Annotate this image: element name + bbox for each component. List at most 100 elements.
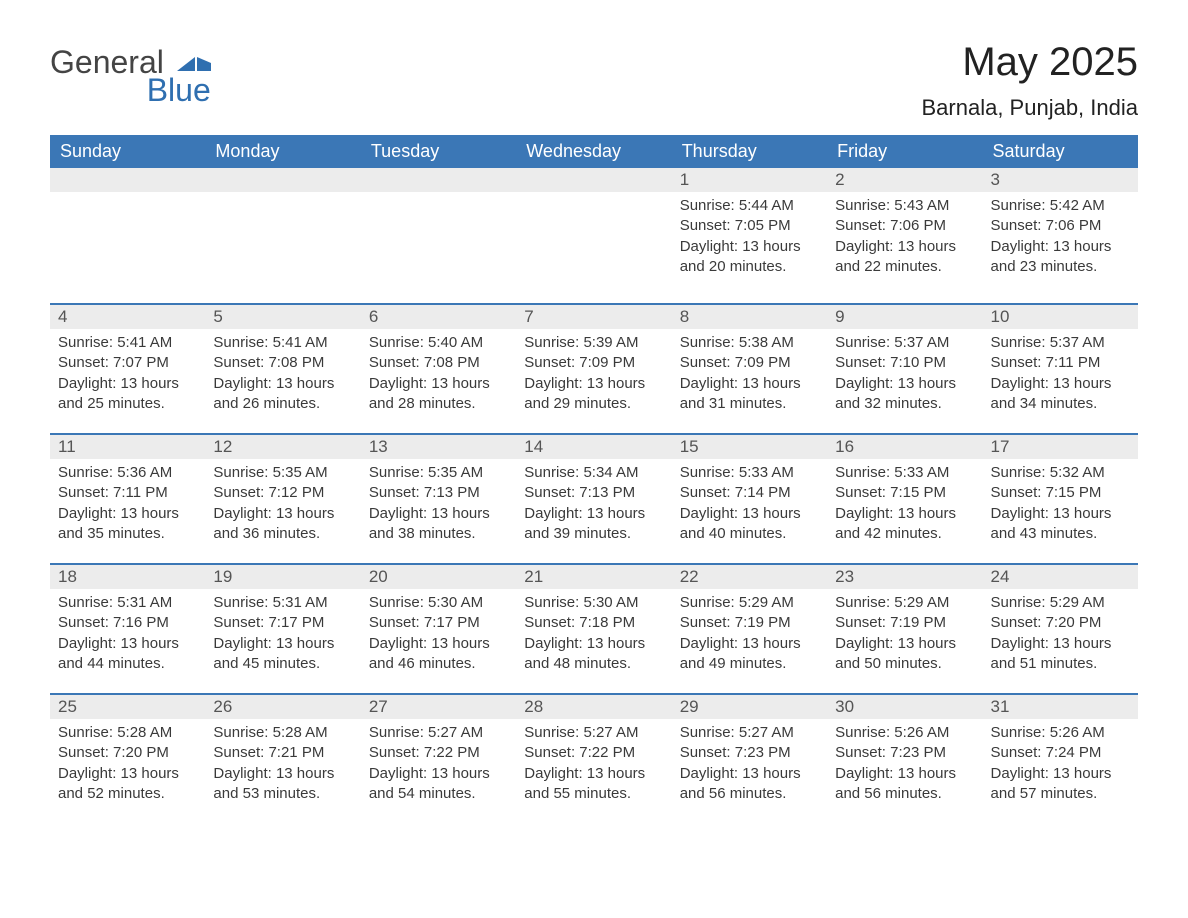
calendar-cell: 15Sunrise: 5:33 AMSunset: 7:14 PMDayligh… [672, 433, 827, 563]
calendar-cell: 29Sunrise: 5:27 AMSunset: 7:23 PMDayligh… [672, 693, 827, 823]
calendar-cell: 22Sunrise: 5:29 AMSunset: 7:19 PMDayligh… [672, 563, 827, 693]
day-details: Sunrise: 5:33 AMSunset: 7:15 PMDaylight:… [827, 459, 982, 550]
weekday-header: Tuesday [361, 135, 516, 168]
day-number: 8 [672, 303, 827, 329]
day-details: Sunrise: 5:27 AMSunset: 7:22 PMDaylight:… [516, 719, 671, 810]
sunset-line: Sunset: 7:22 PM [524, 743, 663, 763]
day-details: Sunrise: 5:38 AMSunset: 7:09 PMDaylight:… [672, 329, 827, 420]
sunset-line: Sunset: 7:21 PM [213, 743, 352, 763]
daylight-line: Daylight: 13 hours and 44 minutes. [58, 634, 197, 675]
calendar-cell: 25Sunrise: 5:28 AMSunset: 7:20 PMDayligh… [50, 693, 205, 823]
day-number: 24 [983, 563, 1138, 589]
sunset-line: Sunset: 7:11 PM [991, 353, 1130, 373]
sunset-line: Sunset: 7:19 PM [680, 613, 819, 633]
weekday-header: Thursday [672, 135, 827, 168]
day-number: 15 [672, 433, 827, 459]
sunset-line: Sunset: 7:23 PM [680, 743, 819, 763]
day-details: Sunrise: 5:36 AMSunset: 7:11 PMDaylight:… [50, 459, 205, 550]
sunset-line: Sunset: 7:06 PM [991, 216, 1130, 236]
daylight-line: Daylight: 13 hours and 29 minutes. [524, 374, 663, 415]
sunset-line: Sunset: 7:16 PM [58, 613, 197, 633]
weekday-header: Friday [827, 135, 982, 168]
daylight-line: Daylight: 13 hours and 56 minutes. [835, 764, 974, 805]
day-number: 14 [516, 433, 671, 459]
sunset-line: Sunset: 7:23 PM [835, 743, 974, 763]
calendar-cell: 5Sunrise: 5:41 AMSunset: 7:08 PMDaylight… [205, 303, 360, 433]
day-number: 17 [983, 433, 1138, 459]
calendar-cell: 30Sunrise: 5:26 AMSunset: 7:23 PMDayligh… [827, 693, 982, 823]
day-number: 4 [50, 303, 205, 329]
sunset-line: Sunset: 7:07 PM [58, 353, 197, 373]
calendar-week-row: 18Sunrise: 5:31 AMSunset: 7:16 PMDayligh… [50, 563, 1138, 693]
sunrise-line: Sunrise: 5:31 AM [58, 593, 197, 613]
day-details: Sunrise: 5:27 AMSunset: 7:22 PMDaylight:… [361, 719, 516, 810]
sunrise-line: Sunrise: 5:44 AM [680, 196, 819, 216]
sunrise-line: Sunrise: 5:35 AM [213, 463, 352, 483]
calendar-cell: 14Sunrise: 5:34 AMSunset: 7:13 PMDayligh… [516, 433, 671, 563]
calendar-week-row: 25Sunrise: 5:28 AMSunset: 7:20 PMDayligh… [50, 693, 1138, 823]
location-label: Barnala, Punjab, India [922, 95, 1139, 121]
day-number: 23 [827, 563, 982, 589]
calendar-cell: 6Sunrise: 5:40 AMSunset: 7:08 PMDaylight… [361, 303, 516, 433]
weekday-header-row: SundayMondayTuesdayWednesdayThursdayFrid… [50, 135, 1138, 168]
day-details: Sunrise: 5:29 AMSunset: 7:20 PMDaylight:… [983, 589, 1138, 680]
daylight-line: Daylight: 13 hours and 45 minutes. [213, 634, 352, 675]
day-details: Sunrise: 5:29 AMSunset: 7:19 PMDaylight:… [672, 589, 827, 680]
sunset-line: Sunset: 7:17 PM [369, 613, 508, 633]
daylight-line: Daylight: 13 hours and 57 minutes. [991, 764, 1130, 805]
sunset-line: Sunset: 7:14 PM [680, 483, 819, 503]
sunset-line: Sunset: 7:11 PM [58, 483, 197, 503]
day-number-empty [516, 168, 671, 192]
day-details: Sunrise: 5:28 AMSunset: 7:20 PMDaylight:… [50, 719, 205, 810]
day-details: Sunrise: 5:31 AMSunset: 7:17 PMDaylight:… [205, 589, 360, 680]
day-number: 29 [672, 693, 827, 719]
sunrise-line: Sunrise: 5:43 AM [835, 196, 974, 216]
sunrise-line: Sunrise: 5:35 AM [369, 463, 508, 483]
sunrise-line: Sunrise: 5:27 AM [369, 723, 508, 743]
calendar-cell: 24Sunrise: 5:29 AMSunset: 7:20 PMDayligh… [983, 563, 1138, 693]
sunset-line: Sunset: 7:13 PM [369, 483, 508, 503]
daylight-line: Daylight: 13 hours and 28 minutes. [369, 374, 508, 415]
daylight-line: Daylight: 13 hours and 43 minutes. [991, 504, 1130, 545]
calendar-cell: 4Sunrise: 5:41 AMSunset: 7:07 PMDaylight… [50, 303, 205, 433]
day-number: 31 [983, 693, 1138, 719]
daylight-line: Daylight: 13 hours and 54 minutes. [369, 764, 508, 805]
day-number: 28 [516, 693, 671, 719]
title-block: May 2025 Barnala, Punjab, India [922, 40, 1139, 129]
calendar-cell: 26Sunrise: 5:28 AMSunset: 7:21 PMDayligh… [205, 693, 360, 823]
daylight-line: Daylight: 13 hours and 56 minutes. [680, 764, 819, 805]
weekday-header: Sunday [50, 135, 205, 168]
day-number: 27 [361, 693, 516, 719]
calendar-cell [516, 168, 671, 303]
sunrise-line: Sunrise: 5:29 AM [680, 593, 819, 613]
day-details: Sunrise: 5:39 AMSunset: 7:09 PMDaylight:… [516, 329, 671, 420]
sunrise-line: Sunrise: 5:28 AM [213, 723, 352, 743]
calendar-cell: 31Sunrise: 5:26 AMSunset: 7:24 PMDayligh… [983, 693, 1138, 823]
daylight-line: Daylight: 13 hours and 49 minutes. [680, 634, 819, 675]
day-number: 10 [983, 303, 1138, 329]
day-details: Sunrise: 5:34 AMSunset: 7:13 PMDaylight:… [516, 459, 671, 550]
logo-text: General Blue [50, 40, 211, 106]
calendar-week-row: 4Sunrise: 5:41 AMSunset: 7:07 PMDaylight… [50, 303, 1138, 433]
weekday-header: Monday [205, 135, 360, 168]
day-details: Sunrise: 5:26 AMSunset: 7:24 PMDaylight:… [983, 719, 1138, 810]
calendar-cell: 13Sunrise: 5:35 AMSunset: 7:13 PMDayligh… [361, 433, 516, 563]
day-details: Sunrise: 5:37 AMSunset: 7:11 PMDaylight:… [983, 329, 1138, 420]
daylight-line: Daylight: 13 hours and 51 minutes. [991, 634, 1130, 675]
day-details: Sunrise: 5:28 AMSunset: 7:21 PMDaylight:… [205, 719, 360, 810]
sunrise-line: Sunrise: 5:37 AM [835, 333, 974, 353]
sunrise-line: Sunrise: 5:26 AM [835, 723, 974, 743]
daylight-line: Daylight: 13 hours and 42 minutes. [835, 504, 974, 545]
daylight-line: Daylight: 13 hours and 46 minutes. [369, 634, 508, 675]
sunrise-line: Sunrise: 5:29 AM [835, 593, 974, 613]
calendar-cell: 11Sunrise: 5:36 AMSunset: 7:11 PMDayligh… [50, 433, 205, 563]
day-number: 19 [205, 563, 360, 589]
weekday-header: Saturday [983, 135, 1138, 168]
day-number: 1 [672, 168, 827, 192]
day-number: 21 [516, 563, 671, 589]
day-number: 6 [361, 303, 516, 329]
daylight-line: Daylight: 13 hours and 32 minutes. [835, 374, 974, 415]
daylight-line: Daylight: 13 hours and 52 minutes. [58, 764, 197, 805]
calendar-cell: 20Sunrise: 5:30 AMSunset: 7:17 PMDayligh… [361, 563, 516, 693]
sunset-line: Sunset: 7:20 PM [991, 613, 1130, 633]
